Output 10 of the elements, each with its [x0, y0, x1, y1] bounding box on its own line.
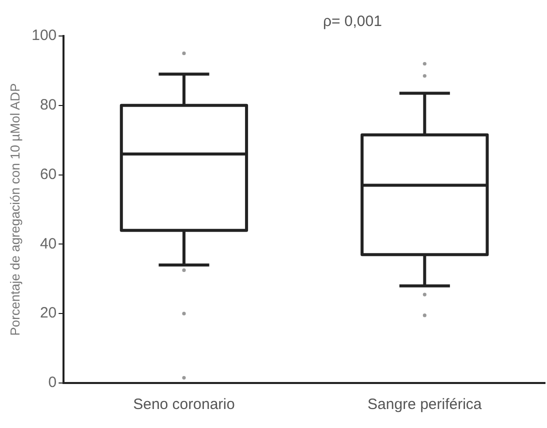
x-tick-label: Sangre periférica — [368, 396, 482, 414]
text: ρ= 0,001 — [322, 13, 382, 30]
x-tick-label: Seno coronario — [133, 396, 235, 414]
y-tick-label: 80 — [40, 96, 57, 114]
y-tick-label: 40 — [40, 235, 57, 252]
y-tick-label: 60 — [40, 166, 57, 183]
y-tick-label: 0 — [48, 374, 57, 392]
y-tick-label: 100 — [32, 27, 57, 44]
y-tick-label: 20 — [40, 304, 57, 322]
y-axis-title: Porcentaje de agregación con 10 µMol ADP — [7, 83, 22, 336]
